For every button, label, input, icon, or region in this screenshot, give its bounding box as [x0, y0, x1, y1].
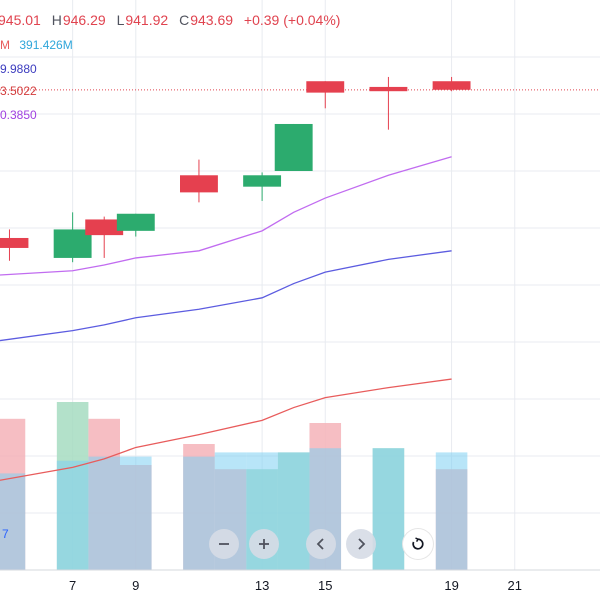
- x-tick-label: 9: [132, 578, 139, 593]
- candle-body: [306, 81, 345, 93]
- volume-ma-column: [88, 456, 120, 570]
- volume-ma-column: [435, 452, 468, 570]
- close-prefix: C: [179, 12, 190, 28]
- ohlc-legend: 945.01 H946.29 L941.92 C943.69 +0.39 (+0…: [0, 12, 347, 28]
- open-value: 945.01: [0, 12, 41, 28]
- volume-ma-column: [120, 456, 152, 570]
- volume-axis-fragment: 7: [2, 527, 9, 541]
- chevron-left-icon: [316, 538, 324, 550]
- change-value: +0.39 (+0.04%): [243, 12, 341, 28]
- ma-purple-label: 0.3850: [0, 108, 37, 122]
- chevron-right-icon: [358, 538, 366, 550]
- volume-ma-column: [277, 452, 310, 570]
- x-tick-label: 19: [444, 578, 458, 593]
- ma-red-line: [0, 378, 452, 481]
- volume-ma-column: [56, 460, 89, 570]
- ma-purple-line: [0, 156, 452, 276]
- scroll-right-button[interactable]: [346, 529, 376, 559]
- volume-label-fragment: M: [0, 38, 10, 52]
- plus-icon: [259, 539, 269, 549]
- minus-icon: [219, 543, 229, 545]
- high-prefix: H: [51, 12, 62, 28]
- volume-value: 391.426M: [19, 38, 73, 52]
- candle-body: [274, 123, 313, 171]
- x-tick-label: 15: [318, 578, 332, 593]
- ma-red-label: 3.5022: [0, 84, 37, 98]
- volume-ma-column: [183, 456, 215, 570]
- high-value: 946.29: [62, 12, 106, 28]
- candle-body: [180, 175, 218, 193]
- low-value: 941.92: [125, 12, 169, 28]
- volume-legend: M 391.426M: [0, 38, 73, 52]
- volume-ma-column: [0, 473, 26, 570]
- reset-icon: [412, 537, 424, 550]
- candle-body: [116, 213, 155, 231]
- reset-chart-button[interactable]: [403, 529, 433, 559]
- x-tick-label: 7: [69, 578, 76, 593]
- low-prefix: L: [116, 12, 125, 28]
- zoom-in-button[interactable]: [249, 529, 279, 559]
- candle-body: [432, 81, 471, 90]
- scroll-left-button[interactable]: [306, 529, 336, 559]
- x-tick-label: 13: [255, 578, 269, 593]
- candle-body: [85, 219, 124, 236]
- candle-body: [243, 175, 282, 187]
- candle-body: [369, 86, 408, 92]
- candle-body: [0, 237, 29, 248]
- x-tick-label: 21: [508, 578, 522, 593]
- close-value: 943.69: [190, 12, 234, 28]
- ma-blue-label: 9.9880: [0, 62, 37, 76]
- zoom-out-button[interactable]: [209, 529, 239, 559]
- ma-blue-line: [0, 250, 452, 342]
- volume-ma-column: [372, 448, 405, 570]
